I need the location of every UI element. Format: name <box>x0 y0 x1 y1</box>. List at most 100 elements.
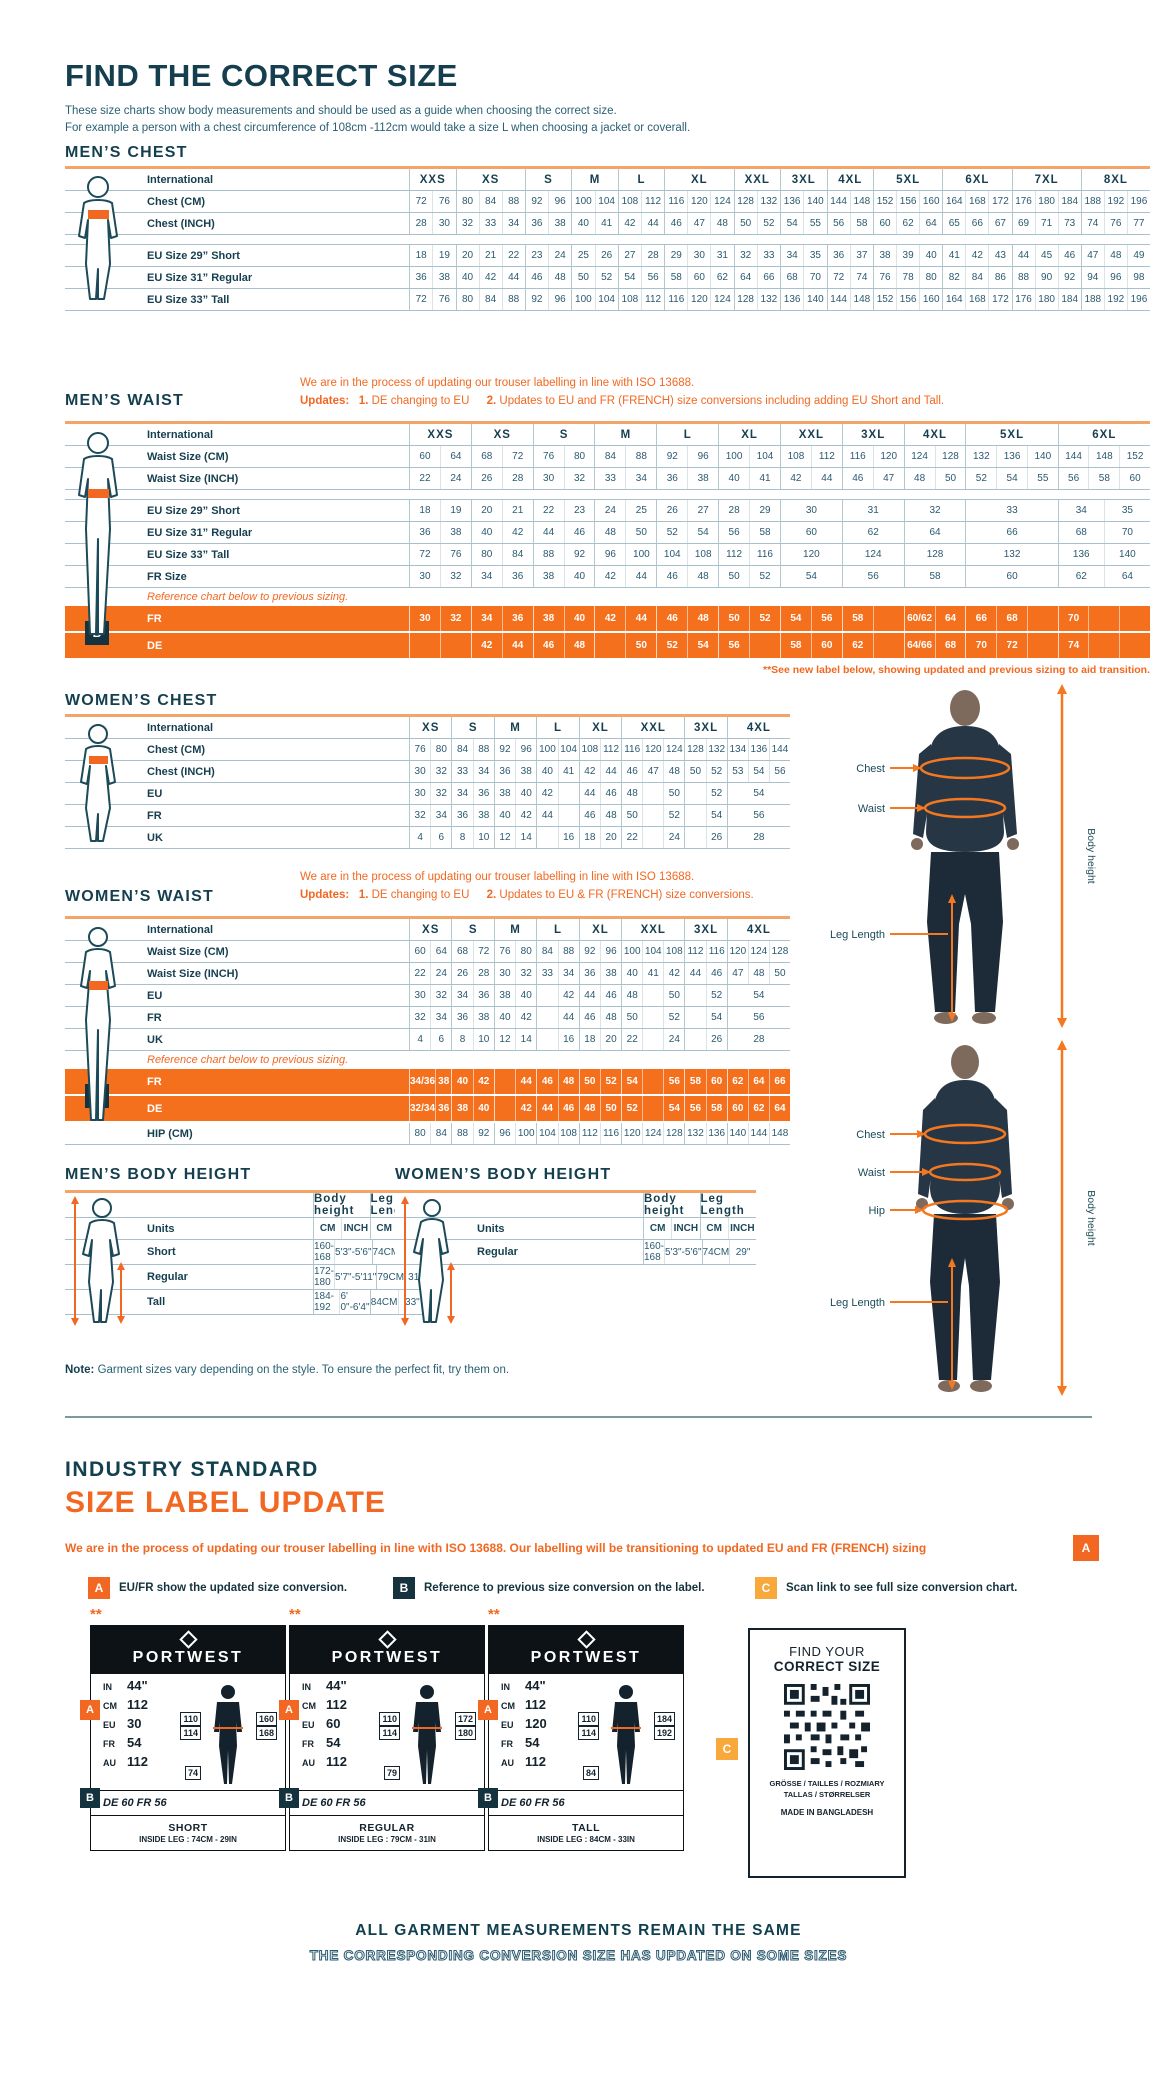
table-header-row: International XS S M L XL XXL 3XL 4XL <box>65 916 790 941</box>
qr-card: FIND YOUR CORRECT SIZE GRÖSSE / TAILLES … <box>748 1628 906 1878</box>
portwest-diamond-icon <box>178 1630 198 1649</box>
table-row: Chest (INCH) 30 32 33 34 36 38 40 41 42 44 46 47 48 50… <box>65 761 790 783</box>
waist-box-1: 110 <box>379 1712 400 1726</box>
male-chest-label: Chest <box>856 763 885 775</box>
badge-b: B <box>393 1577 415 1599</box>
fit-name: TALL <box>571 1822 601 1834</box>
legend-text: Scan link to see full size conversion ch… <box>786 1582 1018 1594</box>
table-row: UK 4 6 8 10 12 14 16 18 20 22 24 26 28 <box>65 827 790 849</box>
table-header-row: Body height Leg Length <box>395 1190 756 1218</box>
female-figure-height-icon <box>401 1196 455 1326</box>
inside-leg: INSIDE LEG : 79CM - 31IN <box>338 1835 436 1844</box>
table-header-row: International XXS XS S M L XL XXL 3XL 4XL 5XL 6XL 7X… <box>65 166 1150 191</box>
male-figure-chest-icon <box>78 176 118 300</box>
made-in-label: MADE IN BANGLADESH <box>780 1808 874 1817</box>
female-figure-chest-icon <box>80 724 116 842</box>
table-row: Chest (INCH) 28 30 32 33 34 36 38 40 41 42 44 46 47 48… <box>65 213 1150 235</box>
mens-body-height-heading: MEN’S BODY HEIGHT <box>65 1166 252 1183</box>
previous-size-ref: DE 60 FR 56 <box>91 1790 285 1815</box>
legend-item-c: C Scan link to see full size conversion … <box>755 1577 1017 1599</box>
label-figure-icon <box>213 1685 243 1784</box>
garment-note: Note: Garment sizes vary depending on th… <box>65 1364 510 1376</box>
table-row: FR 32 34 36 38 40 42 44 46 48 50 52 54 56 <box>65 805 790 827</box>
womens-body-height-heading: WOMEN’S BODY HEIGHT <box>395 1166 612 1183</box>
legend-item-b: B Reference to previous size conversion … <box>393 1577 705 1599</box>
inside-leg: INSIDE LEG : 74CM - 29IN <box>139 1835 237 1844</box>
female-chest-label: Chest <box>856 1129 885 1141</box>
updates-note: Updates: 1. DE changing to EU 2. Updates… <box>300 889 754 901</box>
badge-a: A <box>478 1700 498 1720</box>
industry-standard-heading: INDUSTRY STANDARD <box>65 1458 319 1481</box>
table-row: HIP (CM) 80 84 88 92 96 100 104 108 112 116 120 124 1… <box>65 1123 790 1145</box>
size-label-card-short: ** PORTWEST IN 44" CM 112 EU 30 FR 54 AU 112 … <box>80 1607 286 1851</box>
table-header-row: International XS S M L XL XXL 3XL 4XL <box>65 714 790 739</box>
portwest-logo: PORTWEST <box>290 1626 484 1674</box>
female-body-height-label: Body height <box>1085 1190 1097 1246</box>
table-note-row: Reference chart below to previous sizing… <box>147 1054 349 1066</box>
stars: ** <box>488 1606 500 1623</box>
table-row: Waist Size (INCH) 22 24 26 28 30 32 33 34 36 38 40 4… <box>65 468 1150 490</box>
height-box-2: 192 <box>653 1726 675 1740</box>
badge-c: C <box>716 1738 738 1760</box>
table-row: FR Size 30 32 34 36 38 40 42 44 46 48 50 52 54 56 58 60 6… <box>65 566 1150 588</box>
mens-waist-heading: MEN’S WAIST <box>65 392 184 409</box>
table-row: EU Size 29” Short 18 19 20 21 22 23 24 25 26 27 28 2… <box>65 245 1150 267</box>
badge-b: B <box>478 1788 498 1808</box>
womens-chest-table: International XS S M L XL XXL 3XL 4XL Chest (CM) 7… <box>65 714 790 849</box>
womens-waist-update-note: We are in the process of updating our tr… <box>300 868 900 904</box>
iso-note: We are in the process of updating our tr… <box>300 377 695 389</box>
table-row: EU Size 29” Short 18 19 20 21 22 23 24 25 26 27 28 2… <box>65 500 1150 522</box>
height-box-1: 172 <box>454 1712 476 1726</box>
male-measure-figure: Chest Waist Leg Length Body height <box>830 684 1097 1028</box>
height-box-1: 184 <box>653 1712 675 1726</box>
intro-text: These size charts show body measurements… <box>65 103 690 137</box>
qr-languages: GRÖSSE / TAILLES / ROZMIARY TALLAS / STØ… <box>769 1779 885 1799</box>
table-row: DE 32/34 36 38 40 42 44 46 48 50 52 54 56 58 60 62 64 <box>65 1096 790 1123</box>
table-row: EU Size 31” Regular 36 38 40 42 44 46 48 50 52 54 5… <box>65 522 1150 544</box>
qr-code-icon <box>784 1684 870 1770</box>
female-leg-label: Leg Length <box>830 1297 885 1309</box>
table-row: EU 30 32 34 36 38 40 42 44 46 48 50 52 54 <box>65 783 790 805</box>
legend-text: Reference to previous size conversion on… <box>424 1582 705 1594</box>
table-row: EU 30 32 34 36 38 40 42 44 46 48 50 52 54 <box>65 985 790 1007</box>
leg-box: 79 <box>383 1766 400 1780</box>
table-row: FR 32 34 36 38 40 42 44 46 48 50 52 54 56 <box>65 1007 790 1029</box>
qr-card-line2: CORRECT SIZE <box>773 1659 881 1674</box>
previous-size-ref: DE 60 FR 56 <box>290 1790 484 1815</box>
stars: ** <box>289 1606 301 1623</box>
female-measure-figure: Chest Waist Hip Leg Length Body height <box>830 1040 1097 1396</box>
male-figure-height-icon <box>71 1196 125 1326</box>
label-figure-icon <box>611 1685 641 1784</box>
waist-box-2: 114 <box>379 1726 400 1740</box>
mens-waist-update-note: We are in the process of updating our tr… <box>300 374 1150 410</box>
portwest-diamond-icon <box>576 1630 596 1649</box>
womens-waist-heading: WOMEN’S WAIST <box>65 888 214 905</box>
inside-leg: INSIDE LEG : 84CM - 33IN <box>537 1835 635 1844</box>
fit-name: REGULAR <box>359 1822 415 1834</box>
section-divider <box>65 1416 1092 1418</box>
intro-line-1: These size charts show body measurements… <box>65 105 617 117</box>
footer-line-1: ALL GARMENT MEASUREMENTS REMAIN THE SAME <box>355 1922 802 1939</box>
legend-text: EU/FR show the updated size conversion. <box>119 1582 348 1594</box>
update-paragraph: We are in the process of updating our tr… <box>65 1541 927 1555</box>
table-row: Regular 172-180 5'7"-5'11" 79CM 31" <box>65 1265 426 1290</box>
waist-box-1: 110 <box>180 1712 201 1726</box>
height-box-1: 160 <box>255 1712 277 1726</box>
womens-waist-table: International XS S M L XL XXL 3XL 4XL Waist Size … <box>65 916 790 1145</box>
waist-box-2: 114 <box>578 1726 599 1740</box>
mens-waist-footnote: **See new label below, showing updated a… <box>763 664 1150 676</box>
table-row: UK 4 6 8 10 12 14 16 18 20 22 24 26 28 <box>65 1029 790 1051</box>
size-label-update-heading: SIZE LABEL UPDATE <box>65 1486 386 1519</box>
label-figure-icon <box>412 1685 442 1784</box>
badge-b: B <box>279 1788 299 1808</box>
table-row: Waist Size (INCH) 22 24 26 28 30 32 33 34 36 38 40 4… <box>65 963 790 985</box>
table-row: Chest (CM) 76 80 84 88 92 96 100 104 108 112 116 120… <box>65 739 790 761</box>
intro-line-2: For example a person with a chest circum… <box>65 122 691 134</box>
male-waist-label: Waist <box>858 803 885 815</box>
table-row: EU Size 31” Regular 36 38 40 42 44 46 48 50 52 54 5… <box>65 267 1150 289</box>
table-header-row: International XXS XS S M L XL XXL 3XL 4XL 5XL 6XL <box>65 421 1150 446</box>
table-note-row: Reference chart below to previous sizing… <box>147 591 349 603</box>
size-label-card-tall: ** PORTWEST IN 44" CM 112 EU 120 FR 54 AU 112… <box>478 1606 684 1851</box>
